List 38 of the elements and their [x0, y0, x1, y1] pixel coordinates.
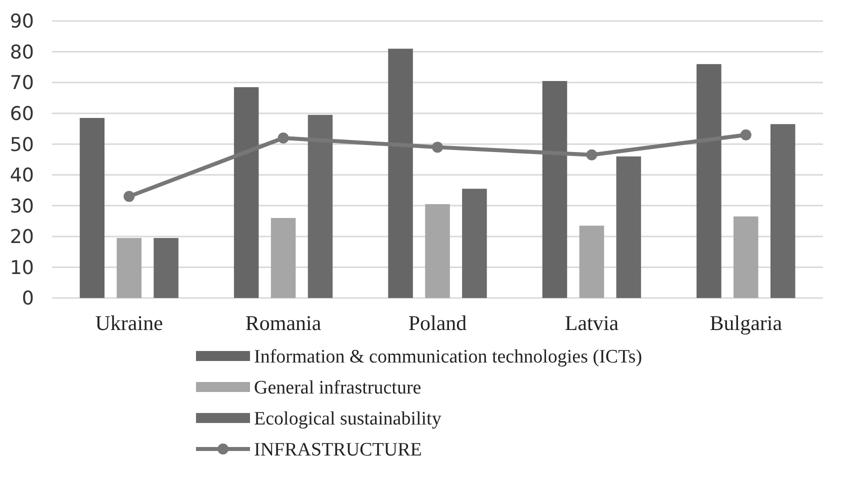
y-tick-label: 60: [10, 102, 34, 125]
bar: [234, 87, 259, 298]
x-tick-label: Ukraine: [95, 311, 163, 335]
y-tick-label: 0: [22, 288, 34, 310]
bar: [579, 226, 604, 298]
bar: [542, 81, 568, 298]
x-tick-label: Poland: [408, 311, 468, 335]
point: [586, 149, 598, 160]
bar: [770, 124, 796, 298]
x-tick-label: Bulgaria: [710, 311, 783, 335]
bar: [154, 238, 178, 298]
bar: [462, 188, 487, 298]
bar: [696, 64, 722, 298]
x-tick-label: Latvia: [564, 311, 620, 335]
y-tick-label: 20: [10, 226, 34, 248]
legend-label: General infrastructure: [254, 378, 422, 399]
point: [740, 129, 752, 140]
point: [124, 190, 135, 202]
bar: [270, 218, 296, 298]
legend-label: INFRASTRUCTURE: [254, 440, 422, 461]
y-tick-label: 40: [10, 164, 34, 187]
y-tick-label: 10: [10, 256, 34, 279]
bar: [388, 48, 413, 298]
point: [278, 132, 289, 144]
point: [432, 142, 443, 153]
bar: [116, 238, 142, 298]
bar: [616, 156, 642, 298]
bar: [734, 216, 758, 298]
legend-label: Ecological sustainability: [254, 408, 442, 430]
y-tick-label: 70: [10, 72, 34, 94]
bar: [425, 204, 450, 298]
y-tick-label: 80: [10, 41, 34, 64]
bar: [80, 118, 105, 298]
y-tick-label: 30: [10, 195, 34, 218]
x-tick-label: Romania: [245, 311, 322, 335]
y-tick-label: 90: [10, 10, 34, 33]
legend-label: Information & communication technologies (ICTs): [254, 346, 642, 368]
y-tick-label: 50: [10, 134, 34, 156]
